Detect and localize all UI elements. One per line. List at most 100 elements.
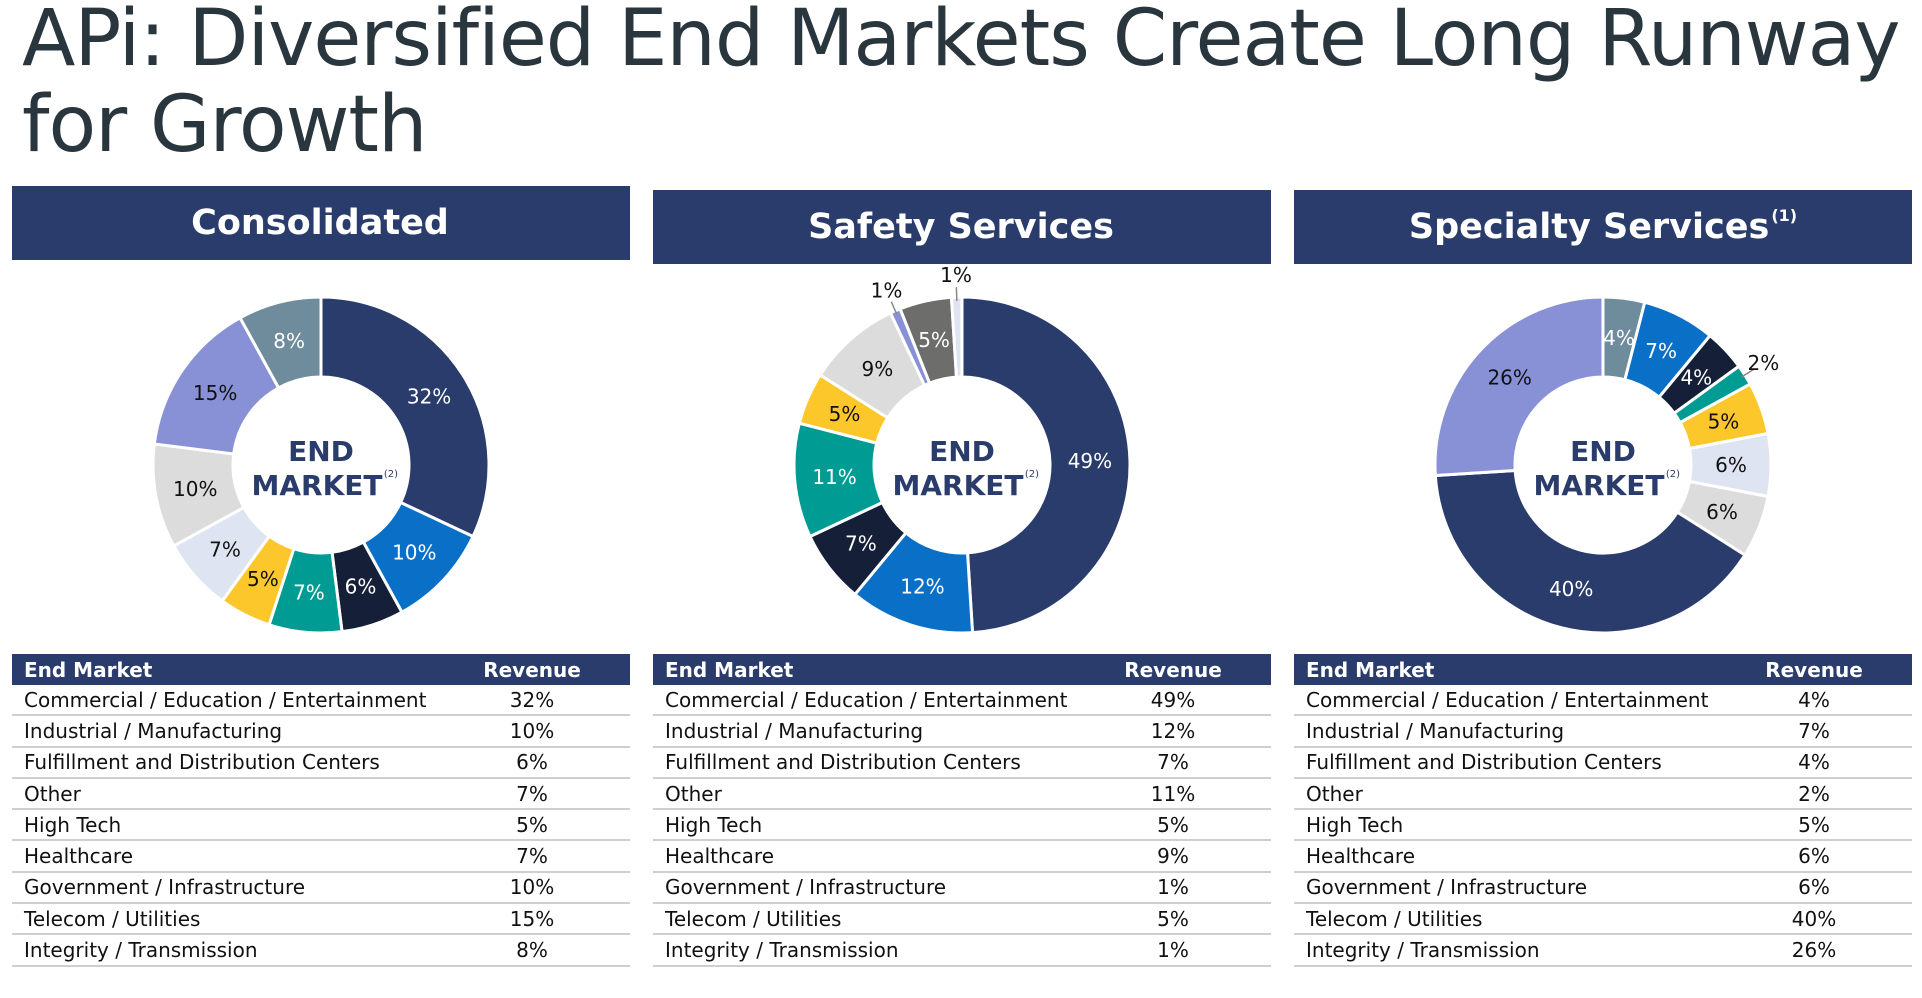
revenue-cell: 5% <box>516 812 548 837</box>
center-label-line1: END <box>288 435 354 468</box>
table-header-end-market: End Market <box>665 657 794 682</box>
panel-header: Safety Services <box>653 190 1271 264</box>
panel-title: Safety Services <box>808 207 1114 247</box>
revenue-cell: 10% <box>509 718 555 743</box>
revenue-table: End Market Revenue Commercial / Educatio… <box>12 654 630 967</box>
end-market-cell: Telecom / Utilities <box>24 906 201 931</box>
end-market-cell: Integrity / Transmission <box>665 938 899 963</box>
end-market-cell: Fulfillment and Distribution Centers <box>1306 750 1662 775</box>
slice-data-label: 4% <box>1603 326 1635 350</box>
end-market-cell: Government / Infrastructure <box>1306 875 1588 900</box>
center-label-note: (2) <box>384 469 398 480</box>
slice-data-label: 8% <box>273 329 305 353</box>
end-market-cell: Industrial / Manufacturing <box>1306 718 1565 743</box>
slice-data-label: 7% <box>1645 339 1677 363</box>
end-market-cell: Healthcare <box>24 844 134 869</box>
revenue-cell: 6% <box>1798 875 1830 900</box>
table-row: Healthcare 9% <box>653 841 1271 873</box>
table-row: Industrial / Manufacturing 12% <box>653 716 1271 748</box>
revenue-cell: 15% <box>509 906 555 931</box>
table-row: High Tech 5% <box>1294 810 1912 842</box>
end-market-cell: Other <box>1306 781 1363 806</box>
table-header: End Market Revenue <box>653 654 1271 685</box>
panel-title: Consolidated <box>191 203 449 243</box>
end-market-cell: Telecom / Utilities <box>665 906 842 931</box>
table-row: Industrial / Manufacturing 10% <box>12 716 630 748</box>
revenue-cell: 7% <box>1157 750 1189 775</box>
slice-data-label: 15% <box>193 381 237 405</box>
table-row: Fulfillment and Distribution Centers 4% <box>1294 748 1912 779</box>
end-market-cell: Government / Infrastructure <box>665 875 947 900</box>
revenue-cell: 6% <box>1798 844 1830 869</box>
table-row: Other 7% <box>12 779 630 811</box>
end-market-cell: Government / Infrastructure <box>24 875 306 900</box>
slice-data-label: 26% <box>1487 365 1531 389</box>
center-label-line2: MARKET <box>892 469 1023 502</box>
donut-slice <box>1433 468 1747 635</box>
slice-data-label: 4% <box>1680 365 1712 389</box>
slice-data-label: 10% <box>173 477 217 501</box>
revenue-cell: 5% <box>1157 812 1189 837</box>
slice-data-label: 7% <box>293 580 325 604</box>
end-market-cell: Telecom / Utilities <box>1306 906 1483 931</box>
slice-data-label: 6% <box>1706 500 1738 524</box>
center-label-line1: END <box>929 435 995 468</box>
table-row: Fulfillment and Distribution Centers 6% <box>12 748 630 779</box>
revenue-cell: 4% <box>1798 687 1830 712</box>
table-header-revenue: Revenue <box>483 657 581 682</box>
table-row: Integrity / Transmission 8% <box>12 935 630 967</box>
leader-line <box>1741 368 1754 378</box>
table-row: High Tech 5% <box>12 810 630 842</box>
end-market-cell: Fulfillment and Distribution Centers <box>665 750 1021 775</box>
center-label-note: (2) <box>1666 469 1680 480</box>
table-row: Commercial / Education / Entertainment 4% <box>1294 685 1912 717</box>
revenue-cell: 12% <box>1150 718 1196 743</box>
slice-data-label: 40% <box>1549 577 1593 601</box>
table-row: Telecom / Utilities 15% <box>12 904 630 936</box>
table-row: Government / Infrastructure 6% <box>1294 873 1912 905</box>
center-label-note: (2) <box>1025 469 1039 480</box>
table-row: Healthcare 6% <box>1294 841 1912 873</box>
leader-line <box>890 301 898 315</box>
end-market-cell: Other <box>24 781 81 806</box>
slice-data-label: 5% <box>1708 410 1740 434</box>
slice-data-label: 6% <box>345 575 377 599</box>
table-row: Government / Infrastructure 10% <box>12 873 630 905</box>
revenue-cell: 7% <box>516 781 548 806</box>
panel-header: Consolidated <box>12 186 630 260</box>
donut-slice <box>1433 295 1605 478</box>
slice-data-label: 1% <box>940 263 972 287</box>
center-label-line1: END <box>1570 435 1636 468</box>
table-row: Healthcare 7% <box>12 841 630 873</box>
center-label-line2: MARKET <box>1533 469 1664 502</box>
table-row: Integrity / Transmission 1% <box>653 935 1271 967</box>
revenue-cell: 10% <box>509 875 555 900</box>
slice-data-label: 12% <box>900 575 944 599</box>
end-market-cell: Other <box>665 781 722 806</box>
table-header: End Market Revenue <box>1294 654 1912 685</box>
table-row: Telecom / Utilities 5% <box>653 904 1271 936</box>
table-row: Other 11% <box>653 779 1271 811</box>
table-row: Industrial / Manufacturing 7% <box>1294 716 1912 748</box>
donut-slice <box>319 295 491 539</box>
end-market-cell: Industrial / Manufacturing <box>665 718 924 743</box>
table-header-end-market: End Market <box>24 657 153 682</box>
revenue-cell: 26% <box>1791 938 1837 963</box>
slice-data-label: 6% <box>1715 453 1747 477</box>
table-row: Other 2% <box>1294 779 1912 811</box>
table-row: Integrity / Transmission 26% <box>1294 935 1912 967</box>
end-market-cell: Industrial / Manufacturing <box>24 718 283 743</box>
table-header: End Market Revenue <box>12 654 630 685</box>
slice-data-label: 49% <box>1068 449 1112 473</box>
table-row: High Tech 5% <box>653 810 1271 842</box>
slice-data-label: 10% <box>392 541 436 565</box>
end-market-cell: Healthcare <box>1306 844 1416 869</box>
end-market-cell: Integrity / Transmission <box>1306 938 1540 963</box>
table-row: Commercial / Education / Entertainment 32… <box>12 685 630 717</box>
revenue-cell: 49% <box>1150 687 1196 712</box>
slice-data-label: 5% <box>829 402 861 426</box>
page-title: APi: Diversified End Markets Create Long… <box>22 0 1901 170</box>
